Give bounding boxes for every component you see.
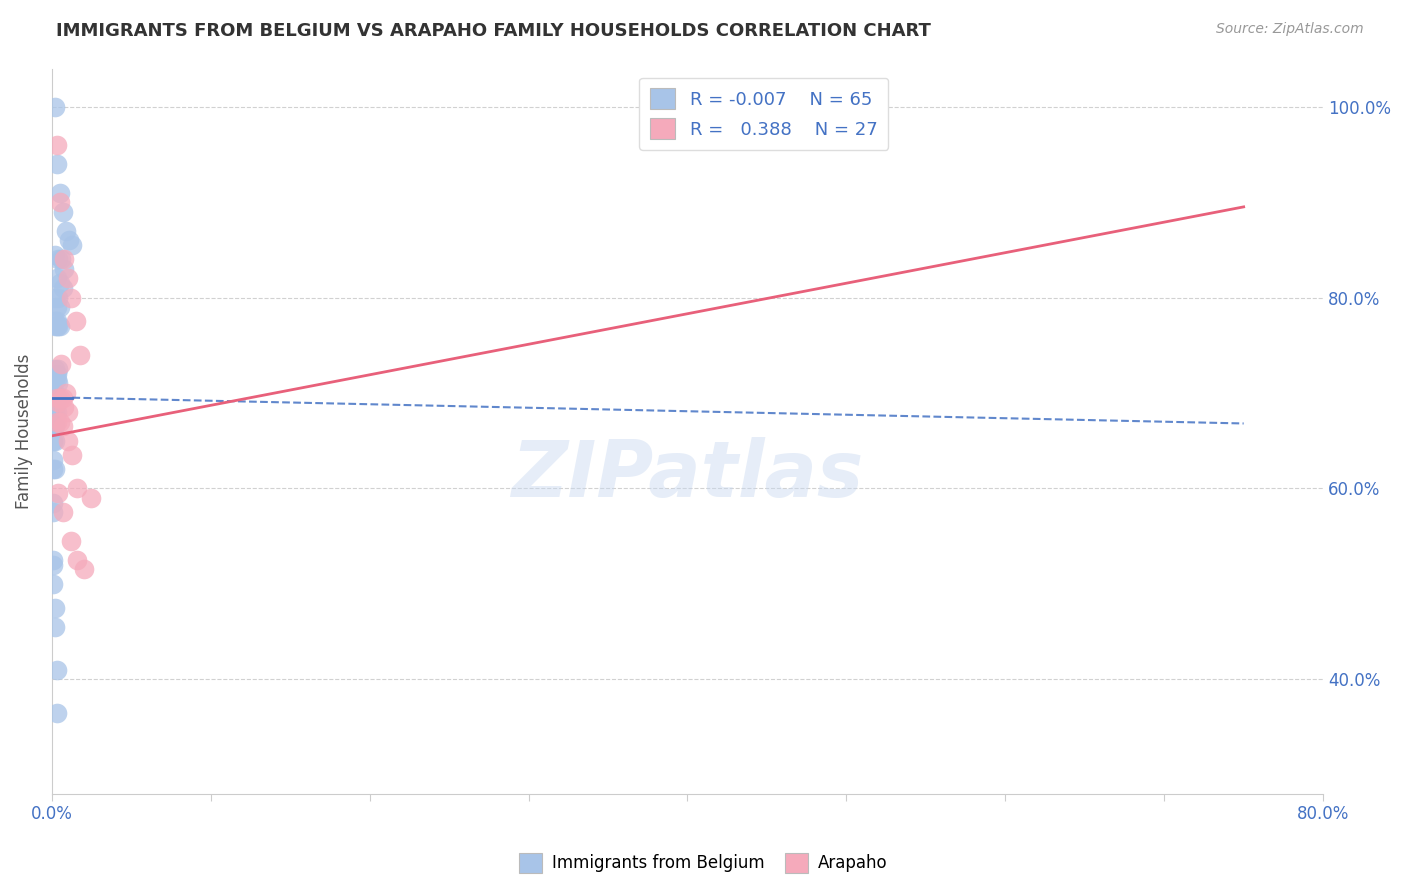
Point (48, 300, 70, 314)
Point (46, 252, 69, 267)
Point (48, 276, 70, 290)
Point (44, 419, 66, 434)
Point (52, 281, 75, 295)
Point (42, 576, 65, 591)
Point (46, 376, 69, 391)
Point (52, 505, 75, 519)
Point (45, 391, 67, 405)
Point (44, 100, 66, 114)
Point (72, 562, 94, 576)
Point (42, 496, 65, 510)
Point (42, 386, 65, 401)
Point (45, 415, 67, 429)
Point (56, 405, 79, 419)
Point (66, 481, 89, 495)
Y-axis label: Family Households: Family Households (15, 353, 32, 508)
Point (44, 319, 66, 334)
Point (45, 157, 67, 171)
Point (62, 448, 84, 462)
Point (44, 434, 66, 448)
Point (52, 419, 75, 434)
Point (48, 319, 70, 334)
Point (42, 452, 65, 467)
Point (42, 553, 65, 567)
Point (46, 395, 69, 409)
Point (42, 391, 65, 405)
Point (46, 362, 69, 376)
Point (56, 434, 79, 448)
Point (48, 195, 70, 210)
Point (62, 238, 84, 252)
Point (42, 415, 65, 429)
Point (45, 319, 67, 334)
Point (44, 371, 66, 385)
Point (42, 505, 65, 519)
Point (69, 348, 91, 362)
Point (55, 386, 77, 401)
Point (51, 252, 73, 267)
Point (46, 319, 69, 334)
Point (42, 409, 65, 424)
Point (42, 395, 65, 409)
Point (51, 357, 73, 371)
Point (45, 371, 67, 385)
Point (42, 391, 65, 405)
Point (44, 391, 66, 405)
Point (66, 553, 89, 567)
Point (42, 434, 65, 448)
Point (42, 405, 65, 419)
Point (59, 291, 82, 305)
Point (52, 204, 75, 219)
Point (53, 401, 76, 415)
Point (53, 252, 76, 267)
Point (44, 620, 66, 634)
Point (45, 137, 67, 152)
Point (56, 271, 79, 285)
Point (44, 391, 66, 405)
Point (45, 391, 67, 405)
Point (48, 186, 70, 200)
Point (42, 462, 65, 476)
Point (48, 415, 70, 429)
Point (44, 362, 66, 376)
Point (53, 261, 76, 276)
Point (42, 419, 65, 434)
Point (80, 491, 103, 505)
Legend: Immigrants from Belgium, Arapaho: Immigrants from Belgium, Arapaho (512, 847, 894, 880)
Point (46, 291, 69, 305)
Point (58, 233, 80, 247)
Point (45, 391, 67, 405)
Point (45, 300, 67, 314)
Point (59, 533, 82, 548)
Point (44, 395, 66, 409)
Point (44, 405, 66, 419)
Point (44, 462, 66, 476)
Text: ZIPatlas: ZIPatlas (512, 436, 863, 513)
Point (44, 415, 66, 429)
Point (45, 405, 67, 419)
Text: Source: ZipAtlas.com: Source: ZipAtlas.com (1216, 22, 1364, 37)
Point (44, 401, 66, 415)
Point (45, 706, 67, 720)
Point (45, 367, 67, 381)
Legend: R = -0.007    N = 65, R =   0.388    N = 27: R = -0.007 N = 65, R = 0.388 N = 27 (640, 78, 889, 150)
Point (42, 401, 65, 415)
Point (44, 291, 66, 305)
Text: IMMIGRANTS FROM BELGIUM VS ARAPAHO FAMILY HOUSEHOLDS CORRELATION CHART: IMMIGRANTS FROM BELGIUM VS ARAPAHO FAMIL… (56, 22, 931, 40)
Point (44, 386, 66, 401)
Point (44, 409, 66, 424)
Point (55, 224, 77, 238)
Point (45, 314, 67, 328)
Point (52, 391, 75, 405)
Point (44, 314, 66, 328)
Point (65, 314, 87, 328)
Point (44, 247, 66, 261)
Point (44, 600, 66, 615)
Point (42, 558, 65, 572)
Point (48, 391, 70, 405)
Point (45, 663, 67, 677)
Point (46, 486, 69, 500)
Point (45, 271, 67, 285)
